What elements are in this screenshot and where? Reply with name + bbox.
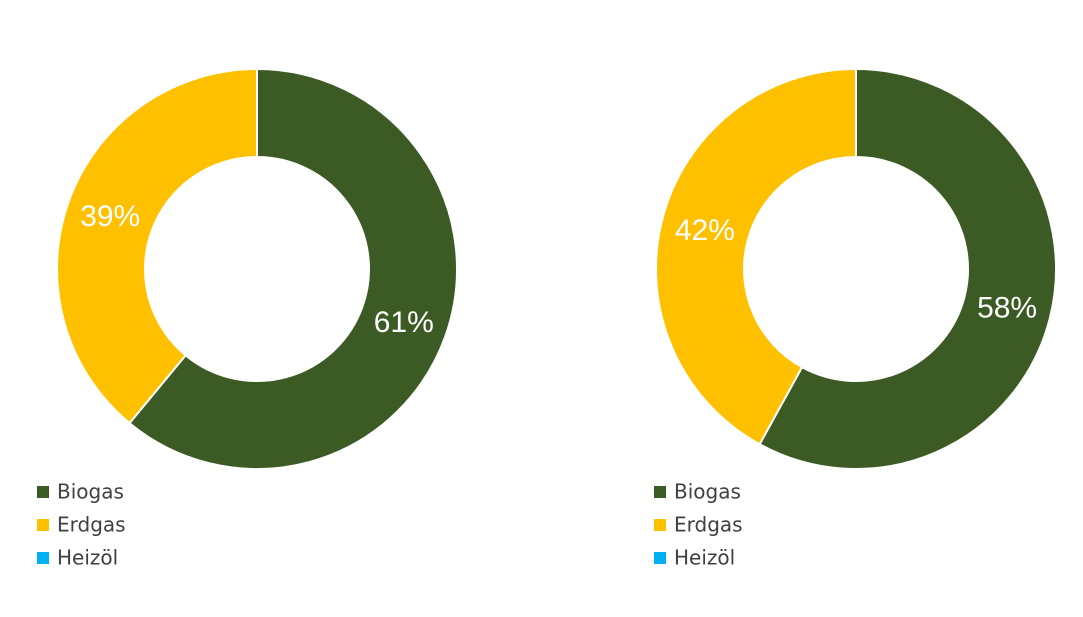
legend-label: Biogas [57,480,124,504]
slice [655,67,857,446]
value-label: 39% [80,200,140,233]
legend-swatch [654,519,666,531]
legend-label: Erdgas [57,513,126,537]
slice [128,67,458,470]
legend-swatch [37,519,49,531]
legend-swatch [37,486,49,498]
slice [758,67,1057,470]
slice [56,67,258,425]
legend-label: Biogas [674,480,741,504]
legend-swatch [37,552,49,564]
legend-label: Heizöl [674,546,735,570]
value-label: 58% [977,292,1037,325]
value-label: 42% [675,214,735,247]
legend-swatch [654,486,666,498]
legend-label: Heizöl [57,546,118,570]
legend-label: Erdgas [674,513,743,537]
value-label: 61% [374,306,434,339]
legend-swatch [654,552,666,564]
